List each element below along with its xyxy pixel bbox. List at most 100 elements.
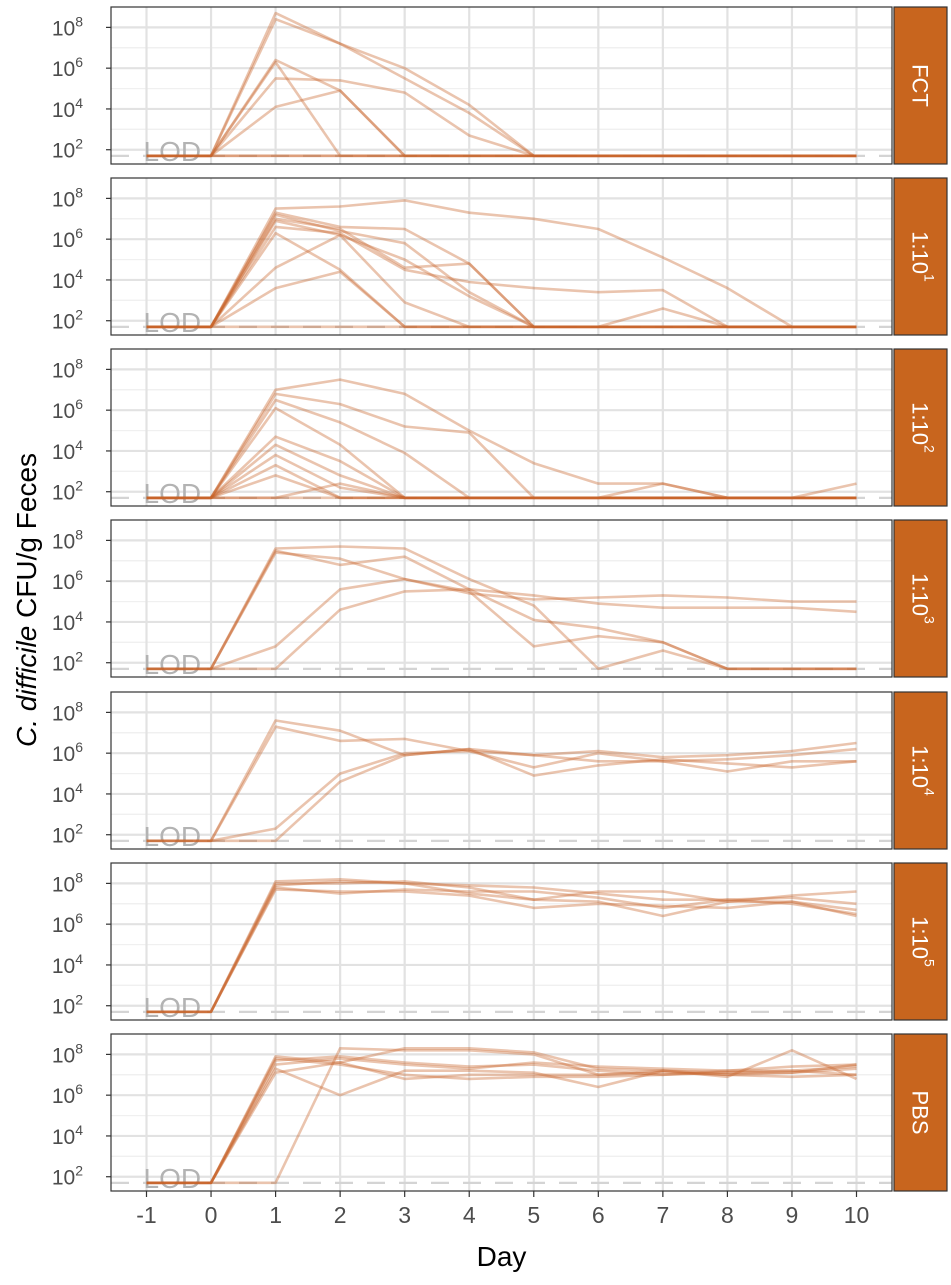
facet-panel: LOD 102 104 106 108 1:102 [52, 348, 948, 509]
y-tick-label: 106 [52, 567, 83, 594]
y-tick-exponent: 2 [75, 649, 83, 665]
y-tick-exponent: 6 [75, 567, 83, 583]
y-tick-label: 102 [52, 821, 83, 848]
series-line [146, 77, 857, 158]
strip-label: 1:105 [908, 916, 938, 967]
facet-panel: LOD 102 104 106 108 PBS [52, 1033, 948, 1194]
y-tick-label: 108 [52, 13, 83, 40]
facet-strip: 1:104 [893, 691, 948, 850]
series-line [146, 549, 857, 671]
series-line [146, 231, 857, 329]
lod-label: LOD [144, 136, 202, 167]
x-tick-label: 4 [463, 1202, 476, 1228]
y-tick-label: 106 [52, 1081, 83, 1108]
y-tick-exponent: 4 [75, 1122, 83, 1138]
series-line [146, 587, 857, 671]
y-tick-exponent: 8 [75, 698, 83, 714]
y-tick-label: 106 [52, 396, 83, 423]
facet-strip: 1:105 [893, 862, 948, 1021]
series-line [146, 213, 857, 329]
y-tick-exponent: 8 [75, 869, 83, 885]
strip-label-exponent: 5 [922, 959, 938, 967]
y-tick-label: 108 [52, 869, 83, 896]
y-tick-label: 102 [52, 649, 83, 676]
panel-background [111, 1034, 892, 1191]
series-line [146, 1049, 858, 1185]
y-tick-exponent: 2 [75, 1163, 83, 1179]
x-tick-label: 0 [205, 1202, 218, 1228]
x-tick-label: -1 [136, 1202, 156, 1228]
series-line [146, 474, 857, 500]
strip-background [893, 691, 948, 850]
y-tick-exponent: 6 [75, 910, 83, 926]
y-tick-exponent: 6 [75, 1081, 83, 1097]
y-tick-label: 108 [52, 1040, 83, 1067]
y-tick-exponent: 6 [75, 54, 83, 70]
strip-background [893, 6, 948, 165]
y-tick-label: 104 [52, 780, 83, 807]
series-line [146, 482, 857, 500]
lod-label: LOD [144, 1163, 202, 1194]
y-tick-exponent: 2 [75, 136, 83, 152]
y-axis-title-organism: C. difficile [11, 626, 42, 747]
panel-background [111, 520, 892, 677]
panel-background [111, 863, 892, 1020]
series-line [146, 1055, 857, 1185]
panel-background [111, 178, 892, 335]
y-tick-exponent: 8 [75, 355, 83, 371]
series-line [146, 233, 857, 329]
y-axis-title: C. difficile CFU/g Feces [11, 453, 42, 747]
series-line [146, 199, 857, 329]
y-tick-exponent: 8 [75, 184, 83, 200]
facet-strip: 1:103 [893, 519, 948, 678]
y-tick-label: 104 [52, 266, 83, 293]
series-line [146, 392, 857, 500]
series-line [146, 219, 857, 329]
x-tick-label: 5 [527, 1202, 540, 1228]
series-line [146, 577, 857, 671]
y-tick-label: 104 [52, 437, 83, 464]
x-tick-label: 9 [786, 1202, 799, 1228]
strip-background [893, 348, 948, 507]
y-tick-label: 104 [52, 608, 83, 635]
y-tick-label: 108 [52, 698, 83, 725]
series-line [146, 1061, 857, 1185]
series-line [146, 406, 857, 500]
series-line [146, 886, 857, 1014]
lod-label: LOD [144, 992, 202, 1023]
strip-background [893, 862, 948, 1021]
strip-label: 1:104 [908, 745, 938, 796]
y-tick-exponent: 4 [75, 437, 83, 453]
y-tick-exponent: 4 [75, 951, 83, 967]
strip-label: 1:101 [908, 231, 938, 282]
series-line [146, 398, 857, 500]
series-line [146, 60, 857, 158]
panel-border [110, 519, 893, 678]
y-tick-label: 102 [52, 992, 83, 1019]
y-tick-label: 108 [52, 526, 83, 553]
series-line [146, 545, 857, 671]
series-line [146, 58, 857, 158]
series-line [146, 725, 857, 843]
y-tick-label: 106 [52, 54, 83, 81]
strip-label-exponent: 1 [922, 274, 938, 282]
y-tick-label: 106 [52, 910, 83, 937]
y-tick-exponent: 2 [75, 821, 83, 837]
strip-label: FCT [908, 64, 933, 107]
y-tick-label: 106 [52, 225, 83, 252]
y-tick-label: 102 [52, 136, 83, 163]
series-line [146, 1057, 857, 1185]
lod-label: LOD [144, 821, 202, 852]
facet-panel: LOD 102 104 106 108 FCT [52, 6, 948, 167]
panel-border [110, 348, 893, 507]
x-axis-title: Day [477, 1241, 527, 1272]
facet-panel: LOD 102 104 106 108 1:101 [52, 177, 948, 338]
y-tick-label: 104 [52, 95, 83, 122]
strip-background [893, 1033, 948, 1192]
x-tick-label: 1 [269, 1202, 282, 1228]
facet-strip: 1:101 [893, 177, 948, 336]
series-line [146, 888, 857, 1014]
series-line [146, 1047, 857, 1185]
